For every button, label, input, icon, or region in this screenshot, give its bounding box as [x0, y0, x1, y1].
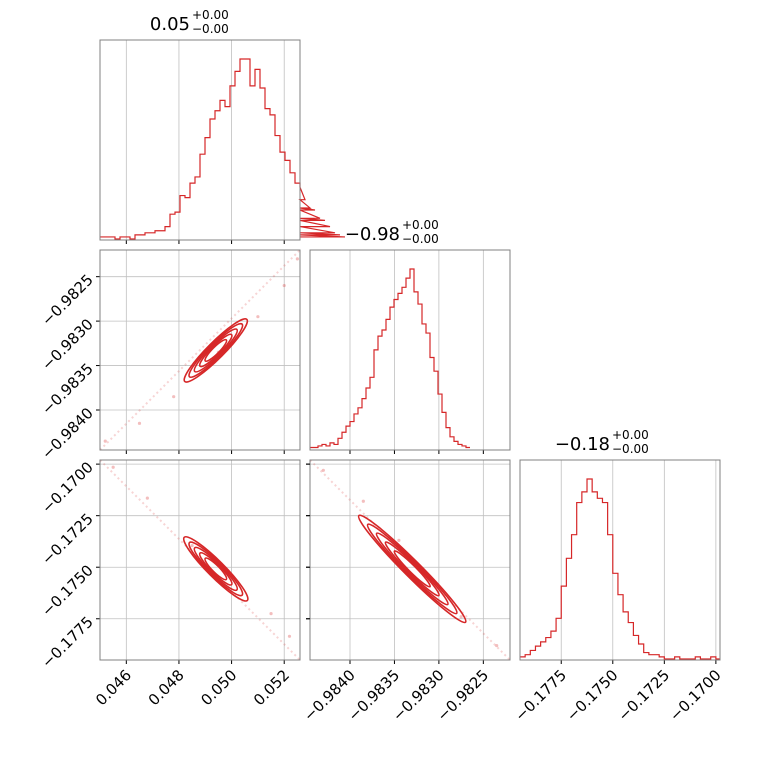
density-contour	[188, 541, 244, 597]
panel-title-plus: +0.00	[402, 218, 439, 232]
x-tick-label: 0.050	[197, 666, 240, 709]
panel-title-plus: +0.00	[612, 428, 649, 442]
density-contour	[384, 541, 440, 597]
density-contour	[204, 557, 228, 581]
sample-point	[269, 612, 273, 616]
sample-point	[361, 499, 365, 503]
panel-title-value: 0.05	[150, 14, 190, 35]
density-contour	[393, 550, 431, 588]
density-contour	[198, 551, 233, 586]
panel-frame	[99, 459, 301, 661]
histogram-step-line	[520, 478, 720, 660]
y-tick-label: −0.1775	[38, 613, 97, 672]
sample-point	[495, 643, 499, 648]
panel-title-value: −0.98	[345, 224, 400, 245]
density-contour	[183, 318, 249, 383]
y-tick-label: −0.1750	[38, 561, 97, 620]
sample-point	[397, 538, 401, 543]
scatter-panel-1-0	[96, 249, 301, 454]
sample-point	[459, 615, 463, 619]
density-contour	[366, 523, 458, 615]
panel-title-value: −0.18	[555, 434, 610, 455]
density-contour	[188, 322, 244, 379]
x-tick-label: 0.046	[92, 666, 135, 709]
sample-point	[103, 439, 107, 443]
sample-point	[287, 634, 292, 638]
histogram-panel-1: −0.98 +0.00−0.00	[310, 218, 484, 454]
sample-point	[111, 465, 115, 469]
density-contour	[198, 333, 233, 368]
density-contour	[193, 328, 239, 373]
panel-title-minus: −0.00	[612, 442, 649, 456]
panel-frame	[309, 249, 511, 451]
x-tick-label: −0.1700	[666, 666, 725, 725]
density-contour	[182, 535, 249, 602]
sample-point	[256, 315, 260, 319]
histogram-step-line	[100, 58, 346, 240]
sample-point	[172, 395, 176, 399]
histogram-step-line	[310, 268, 470, 449]
x-tick-label: 0.052	[250, 666, 293, 709]
sample-point	[137, 421, 142, 425]
panel-title-plus: +0.00	[192, 8, 229, 22]
x-tick-label: −0.1775	[511, 666, 570, 725]
density-contour	[375, 532, 449, 606]
sample-point	[282, 283, 286, 288]
panel-frame	[309, 459, 511, 661]
x-tick-label: −0.1725	[614, 666, 673, 725]
panel-title-minus: −0.00	[402, 232, 439, 246]
sample-point	[295, 257, 299, 261]
scatter-panel-2-1	[306, 459, 511, 664]
density-contour	[357, 514, 467, 624]
panel-frame	[99, 249, 301, 451]
scatter-panel-2-0	[96, 459, 301, 664]
density-contour	[204, 338, 228, 363]
sample-point	[190, 543, 194, 548]
sample-point	[145, 496, 149, 500]
sample-point	[321, 468, 325, 472]
y-tick-label: −0.1725	[38, 510, 97, 569]
panel-frame	[519, 459, 721, 661]
y-tick-label: −0.1700	[38, 458, 97, 517]
histogram-panel-2: −0.18 +0.00−0.00	[520, 428, 720, 664]
panel-frame	[99, 39, 301, 241]
sample-trail	[99, 249, 301, 451]
x-tick-label: 0.048	[145, 666, 188, 709]
x-tick-label: −0.1750	[563, 666, 622, 725]
histogram-panel-0: 0.05 +0.00−0.00	[100, 8, 346, 244]
density-contour	[193, 546, 239, 592]
panel-title-minus: −0.00	[192, 22, 229, 36]
